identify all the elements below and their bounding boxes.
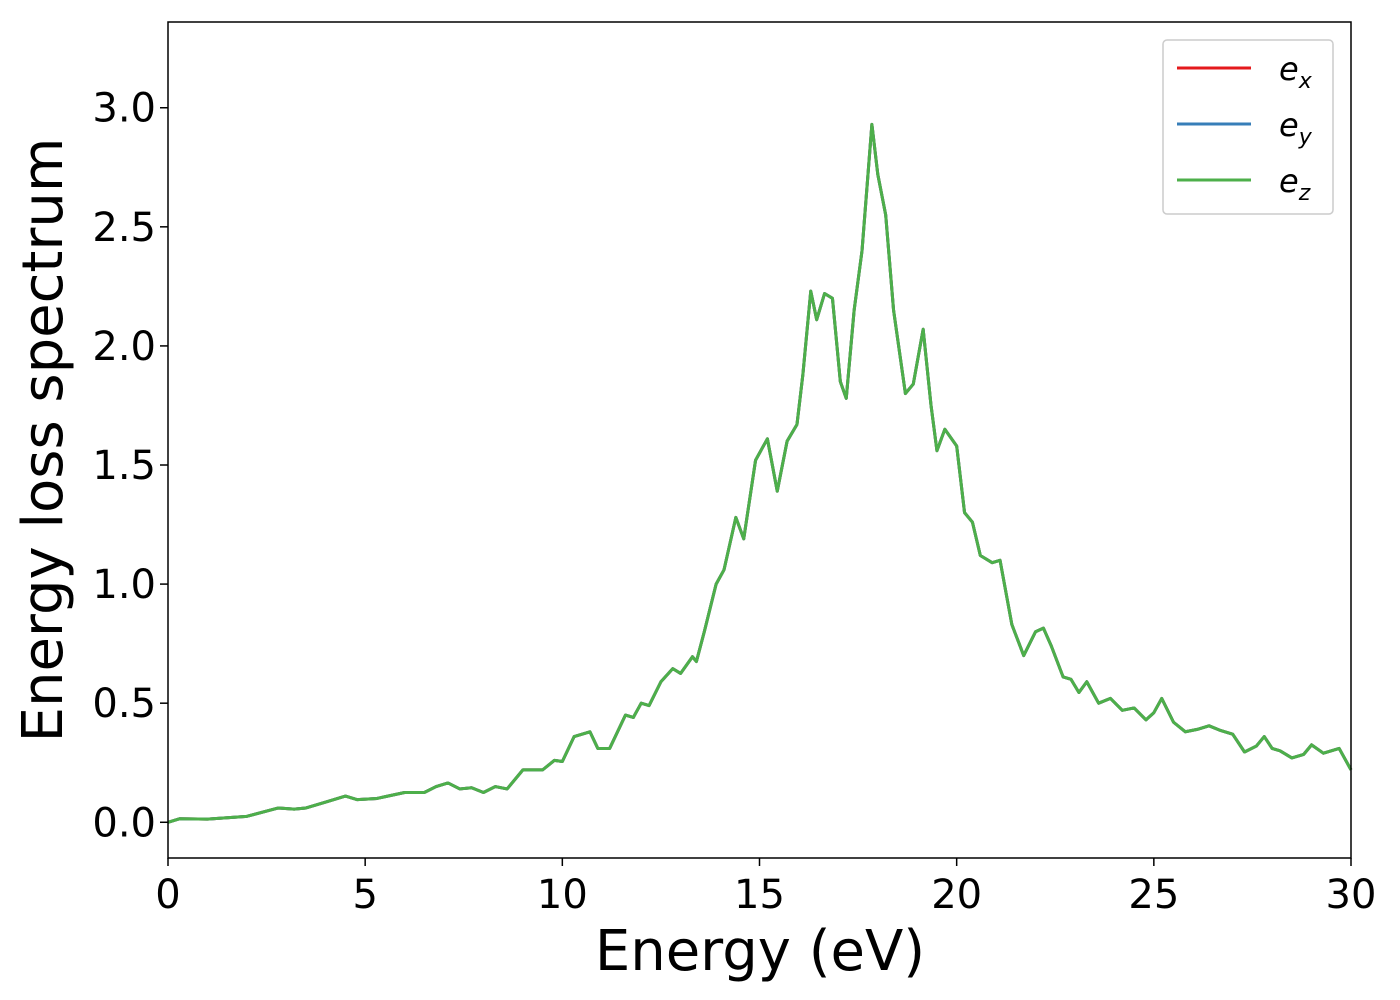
x-axis-label: Energy (eV) — [595, 919, 925, 984]
legend-label: ez — [1279, 162, 1311, 206]
y-tick-label: 1.0 — [92, 562, 156, 608]
y-tick-label: 3.0 — [92, 86, 156, 132]
y-tick-label: 2.5 — [92, 205, 156, 251]
y-tick-label: 0.0 — [92, 800, 156, 846]
y-tick-label: 0.5 — [92, 681, 156, 727]
x-tick-label: 20 — [931, 872, 982, 918]
legend-label: ex — [1279, 50, 1313, 94]
line-series — [167, 122, 1353, 824]
x-tick-label: 30 — [1326, 872, 1377, 918]
x-tick-label: 15 — [734, 872, 785, 918]
legend-label: ey — [1279, 106, 1313, 150]
x-tick-label: 10 — [537, 872, 588, 918]
y-axis-label: Energy loss spectrum — [11, 138, 76, 743]
y-tick-label: 2.0 — [92, 324, 156, 370]
x-tick-label: 25 — [1128, 872, 1179, 918]
y-tick-label: 1.5 — [92, 443, 156, 489]
x-tick-label: 5 — [352, 872, 377, 918]
line-series — [167, 122, 1353, 824]
legend-box — [1162, 39, 1334, 215]
x-tick-label: 0 — [155, 872, 180, 918]
plot-frame — [167, 21, 1352, 859]
line-series — [167, 122, 1353, 824]
